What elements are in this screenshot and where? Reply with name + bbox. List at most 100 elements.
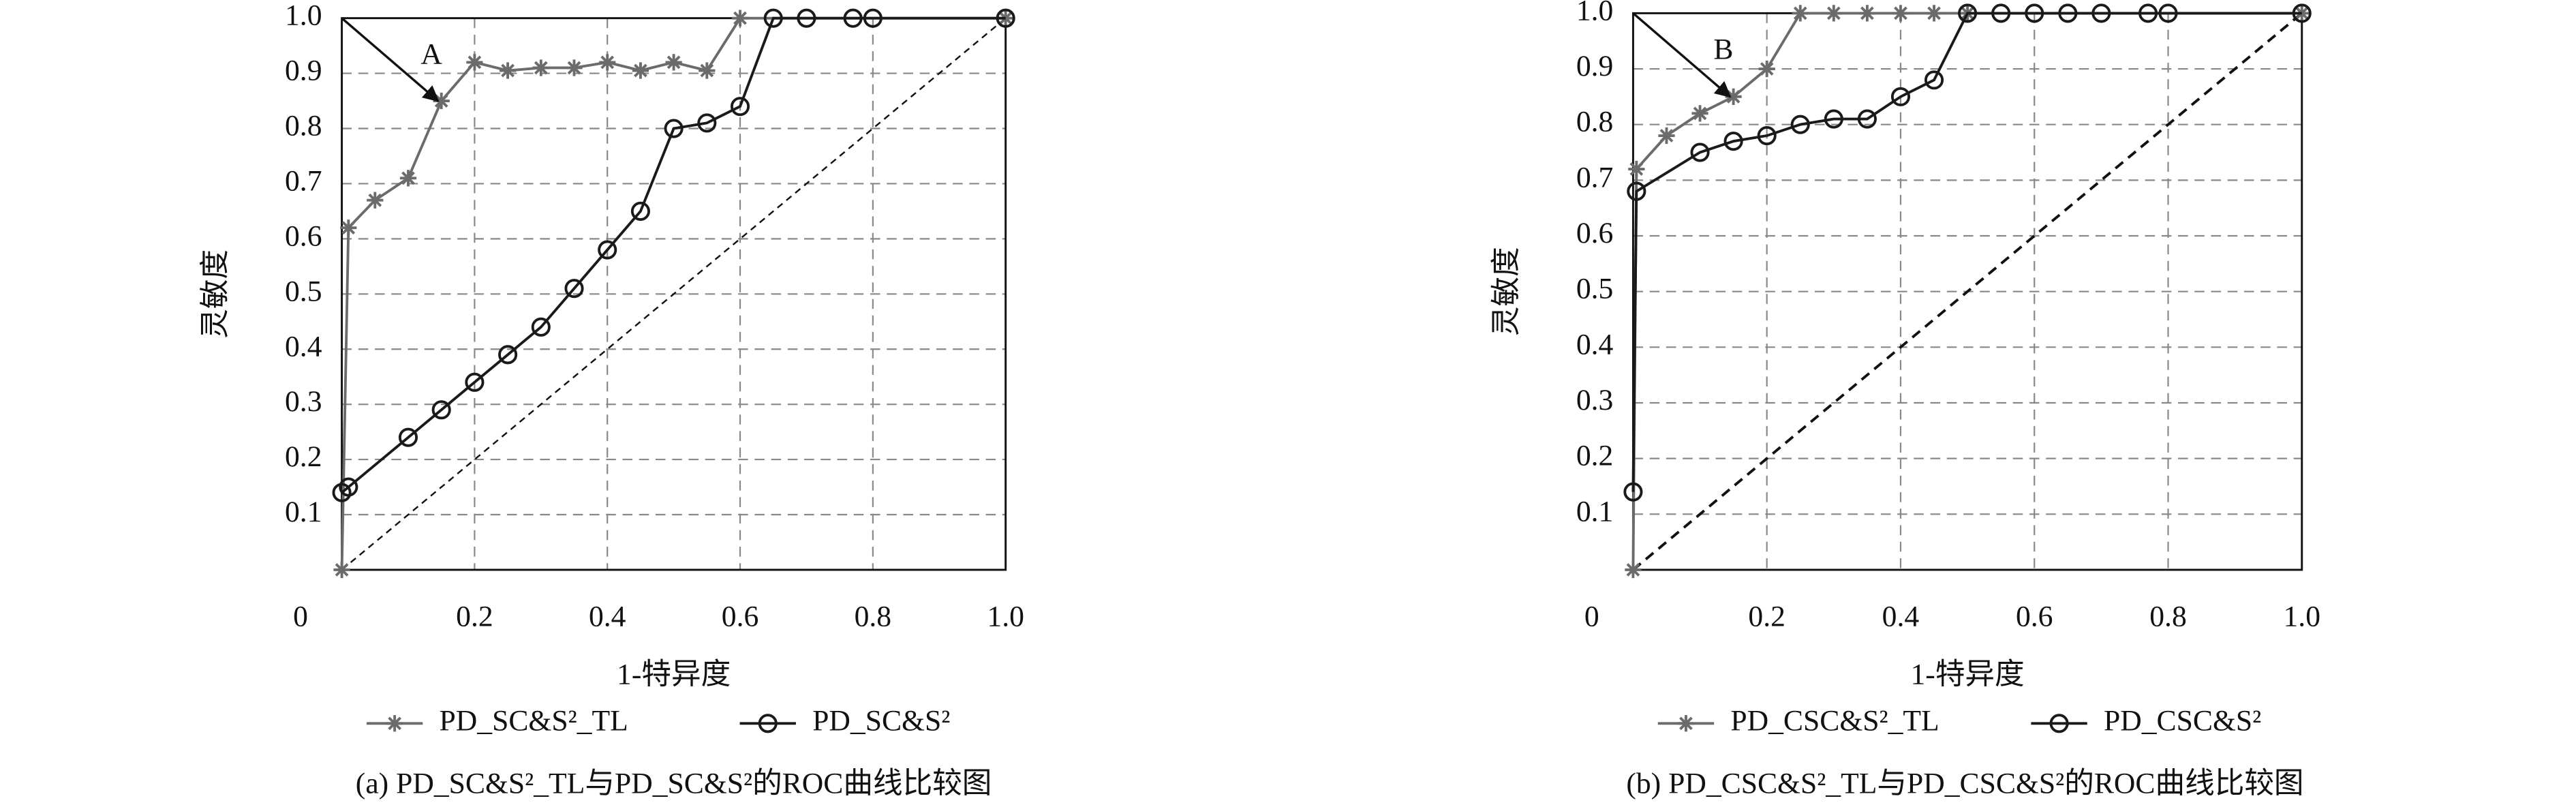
circle-marker — [2058, 3, 2078, 23]
circle-marker — [843, 8, 863, 28]
y-axis-label: 灵敏度 — [199, 249, 232, 339]
circle-marker — [465, 372, 485, 392]
series-line — [341, 16, 1006, 494]
y-axis-label: 灵敏度 — [1490, 247, 1523, 336]
circle-marker — [664, 119, 684, 138]
y-tick-label: 0.3 — [1576, 384, 1614, 416]
y-tick-label: 0.2 — [1576, 440, 1614, 472]
y-tick-label: 0.6 — [1576, 217, 1614, 249]
y-tick-label: 0.5 — [1576, 273, 1614, 305]
y-tick-label: 0.9 — [285, 55, 322, 87]
y-tick-label: 0.7 — [1576, 161, 1614, 194]
circle-marker — [730, 97, 750, 117]
y-tick-label: 0.5 — [285, 275, 322, 307]
circle-marker — [2025, 3, 2044, 23]
star-marker — [1792, 5, 1809, 22]
legend-label: PD_CSC&S²_TL — [1730, 704, 1939, 737]
plot: 0 0.2 0.4 0.6 0.8 1.0 0.1 0.2 0.3 0.4 0.5 0.6 0.7 0.8… — [199, 0, 1024, 800]
circle-marker — [1991, 3, 2011, 23]
caption: (a) PD_SC&S²_TL与PD_SC&S²的ROC曲线比较图 — [356, 767, 992, 800]
x-tick-label: 0.8 — [2149, 601, 2187, 633]
circle-marker — [797, 8, 816, 28]
reference-diagonal — [341, 17, 1007, 571]
caption: (b) PD_CSC&S²_TL与PD_CSC&S²的ROC曲线比较图 — [1626, 767, 2303, 800]
star-marker — [1758, 60, 1775, 78]
star-marker — [499, 62, 517, 79]
circle-marker — [996, 8, 1015, 28]
x-tick-label: 0.4 — [1882, 601, 1920, 633]
star-marker — [665, 54, 682, 71]
reference-diagonal — [1632, 12, 2303, 571]
y-tick-label: 0.6 — [285, 219, 322, 252]
y-tick-label: 0.9 — [1576, 50, 1614, 82]
x-tick-label: 0.8 — [855, 601, 892, 633]
x-axis-label: 1-特异度 — [617, 658, 731, 690]
x-tick-label: 1.0 — [987, 601, 1024, 633]
star-marker — [532, 59, 549, 76]
circle-marker — [1623, 482, 1643, 502]
x-tick-label: 0.2 — [456, 601, 493, 633]
circle-marker — [2138, 3, 2158, 23]
circle-marker — [863, 8, 883, 28]
circle-marker — [1790, 115, 1810, 134]
legend-marker — [1677, 715, 1695, 732]
plot: 0 0.2 0.4 0.6 0.8 1.0 0.1 0.2 0.3 0.4 0.5 0.6 0.7 0.8… — [1490, 0, 2320, 800]
star-marker — [1625, 561, 1642, 579]
circle-marker — [598, 240, 617, 260]
star-marker — [466, 54, 483, 71]
circle-marker — [398, 427, 418, 447]
annotation: A — [420, 37, 442, 70]
star-marker — [399, 170, 417, 187]
star-marker — [1892, 5, 1910, 22]
circle-marker — [1890, 87, 1911, 106]
star-marker — [599, 54, 616, 71]
y-tick-label: 0.1 — [285, 496, 322, 528]
y-tick-label: 0.8 — [285, 110, 322, 142]
star-marker — [1691, 105, 1708, 122]
legend-marker — [758, 714, 778, 733]
legend-label: PD_SC&S² — [812, 704, 950, 737]
circle-marker — [1824, 109, 1843, 129]
x-tick-label: 0 — [293, 601, 308, 633]
star-marker — [1628, 160, 1645, 178]
circle-marker — [1757, 125, 1777, 146]
circle-marker — [763, 8, 783, 28]
x-tick-label: 0.6 — [2016, 601, 2053, 633]
legend-label: PD_CSC&S² — [2104, 704, 2261, 737]
star-marker — [632, 62, 649, 79]
circle-marker — [630, 201, 650, 221]
circle-marker — [1924, 70, 1944, 90]
y-tick-label: 0.2 — [285, 440, 322, 473]
y-tick-label: 0.7 — [285, 164, 322, 197]
y-tick-label: 1.0 — [1576, 0, 1614, 27]
star-marker — [1658, 127, 1675, 145]
legend-marker — [386, 715, 403, 732]
star-marker — [731, 10, 749, 27]
legend-label: PD_SC&S²_TL — [440, 704, 628, 737]
star-marker — [1725, 88, 1742, 105]
x-axis-label: 1-特异度 — [1911, 658, 2025, 690]
y-tick-label: 0.3 — [285, 385, 322, 418]
star-marker — [1858, 5, 1876, 22]
annotation-arrow — [1632, 12, 1732, 98]
x-tick-label: 0.2 — [1748, 601, 1785, 633]
circle-marker — [1723, 132, 1743, 151]
y-tick-label: 1.0 — [285, 0, 322, 32]
x-tick-label: 0 — [1584, 601, 1599, 633]
annotation: B — [1713, 33, 1733, 66]
circle-marker — [1627, 181, 1646, 201]
circle-marker — [431, 400, 451, 420]
legend-marker — [2049, 714, 2069, 733]
star-marker — [367, 192, 384, 209]
x-tick-label: 1.0 — [2284, 601, 2321, 633]
series-line — [1631, 12, 2302, 492]
circle-marker — [2091, 3, 2111, 23]
star-marker — [699, 62, 716, 79]
circle-marker — [564, 279, 584, 299]
y-tick-label: 0.4 — [1576, 328, 1614, 361]
circle-marker — [1958, 3, 1978, 23]
annotation-arrow — [341, 17, 440, 102]
y-tick-label: 0.8 — [1576, 106, 1614, 138]
star-marker — [340, 219, 357, 237]
x-tick-label: 0.4 — [589, 601, 626, 633]
